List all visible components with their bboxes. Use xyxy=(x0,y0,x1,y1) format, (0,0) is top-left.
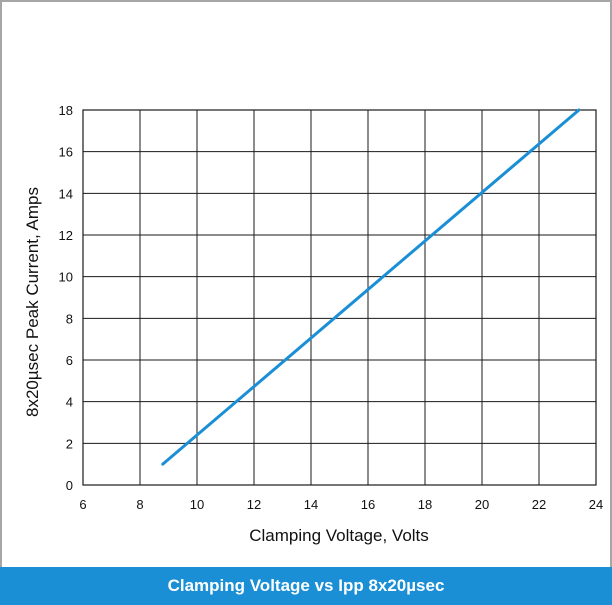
x-tick-label: 10 xyxy=(190,497,204,512)
y-axis-ticks: 0 2 4 6 8 10 12 14 16 18 xyxy=(59,103,73,493)
x-tick-label: 24 xyxy=(589,497,603,512)
y-tick-label: 6 xyxy=(66,353,73,368)
y-tick-label: 18 xyxy=(59,103,73,118)
y-tick-label: 2 xyxy=(66,436,73,451)
x-tick-label: 12 xyxy=(247,497,261,512)
y-tick-label: 16 xyxy=(59,145,73,160)
y-tick-label: 10 xyxy=(59,270,73,285)
x-axis-ticks: 6 8 10 12 14 16 18 20 22 24 xyxy=(79,497,603,512)
x-tick-label: 22 xyxy=(532,497,546,512)
y-tick-label: 0 xyxy=(66,478,73,493)
y-tick-label: 12 xyxy=(59,228,73,243)
x-tick-label: 8 xyxy=(136,497,143,512)
series-line xyxy=(161,108,581,466)
y-tick-label: 14 xyxy=(59,186,73,201)
x-tick-label: 14 xyxy=(304,497,318,512)
x-tick-label: 6 xyxy=(79,497,86,512)
grid xyxy=(82,109,597,486)
x-tick-label: 18 xyxy=(418,497,432,512)
y-axis-label: 8x20µsec Peak Current, Amps xyxy=(23,187,42,417)
x-tick-label: 16 xyxy=(361,497,375,512)
x-tick-label: 20 xyxy=(475,497,489,512)
chart-title: Clamping Voltage vs Ipp 8x20µsec xyxy=(167,576,445,595)
series-group xyxy=(161,108,581,466)
plot-area xyxy=(82,109,597,486)
chart-title-banner: Clamping Voltage vs Ipp 8x20µsec xyxy=(0,567,612,605)
y-tick-label: 8 xyxy=(66,311,73,326)
plot-border xyxy=(82,109,597,486)
x-axis-label: Clamping Voltage, Volts xyxy=(249,526,429,545)
y-tick-label: 4 xyxy=(66,395,73,410)
